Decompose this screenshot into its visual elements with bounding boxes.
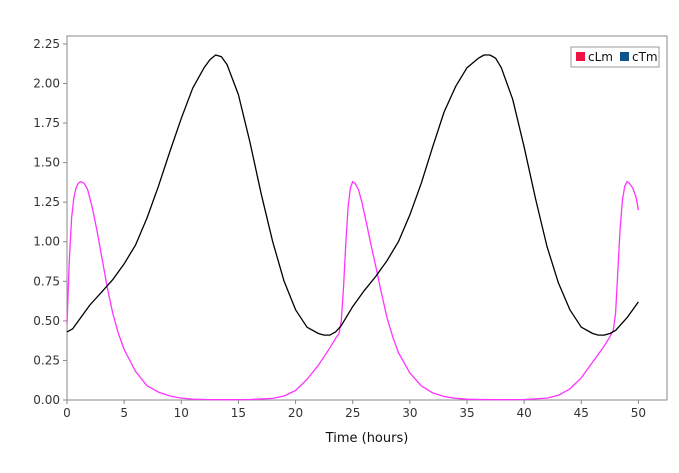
- y-tick-label: 1.75: [33, 116, 60, 130]
- series-line-cTm: [66, 54, 639, 336]
- legend-label-cLm: cLm: [588, 50, 613, 64]
- x-tick-label: 15: [231, 406, 246, 420]
- legend-swatch-cLm: [576, 52, 585, 61]
- x-tick-label: 20: [288, 406, 303, 420]
- legend-label-cTm: cTm: [632, 50, 658, 64]
- x-tick-label: 10: [174, 406, 189, 420]
- legend-swatch-cTm: [620, 52, 629, 61]
- series-lines: [66, 54, 640, 401]
- y-tick-label: 0.50: [33, 314, 60, 328]
- series-line-cLm: [66, 180, 640, 401]
- x-tick-label: 5: [120, 406, 128, 420]
- x-tick-label: 50: [631, 406, 646, 420]
- x-tick-label: 25: [345, 406, 360, 420]
- y-tick-label: 1.00: [33, 235, 60, 249]
- x-tick-label: 45: [574, 406, 589, 420]
- axes: 0 5 10 15 20 25 30 35 40 45 50 0.00 0.25 0.50 0.75 1.00…: [33, 37, 646, 420]
- x-axis-title: Time (hours): [325, 431, 409, 446]
- plot-area: [66, 35, 668, 401]
- y-tick-label: 0.75: [33, 274, 60, 288]
- legend: cLm cTm: [570, 46, 660, 68]
- y-tick-label: 2.25: [33, 37, 60, 51]
- y-tick-label: 1.25: [33, 195, 60, 209]
- x-tick-label: 35: [459, 406, 474, 420]
- x-tick-label: 0: [63, 406, 71, 420]
- y-tick-label: 1.50: [33, 156, 60, 170]
- x-tick-label: 30: [402, 406, 417, 420]
- y-tick-label: 0.00: [33, 393, 60, 407]
- y-tick-label: 2.00: [33, 76, 60, 90]
- x-tick-label: 40: [517, 406, 532, 420]
- plot-frame: [66, 35, 668, 401]
- legend-box: [570, 46, 660, 68]
- y-tick-label: 0.25: [33, 353, 60, 367]
